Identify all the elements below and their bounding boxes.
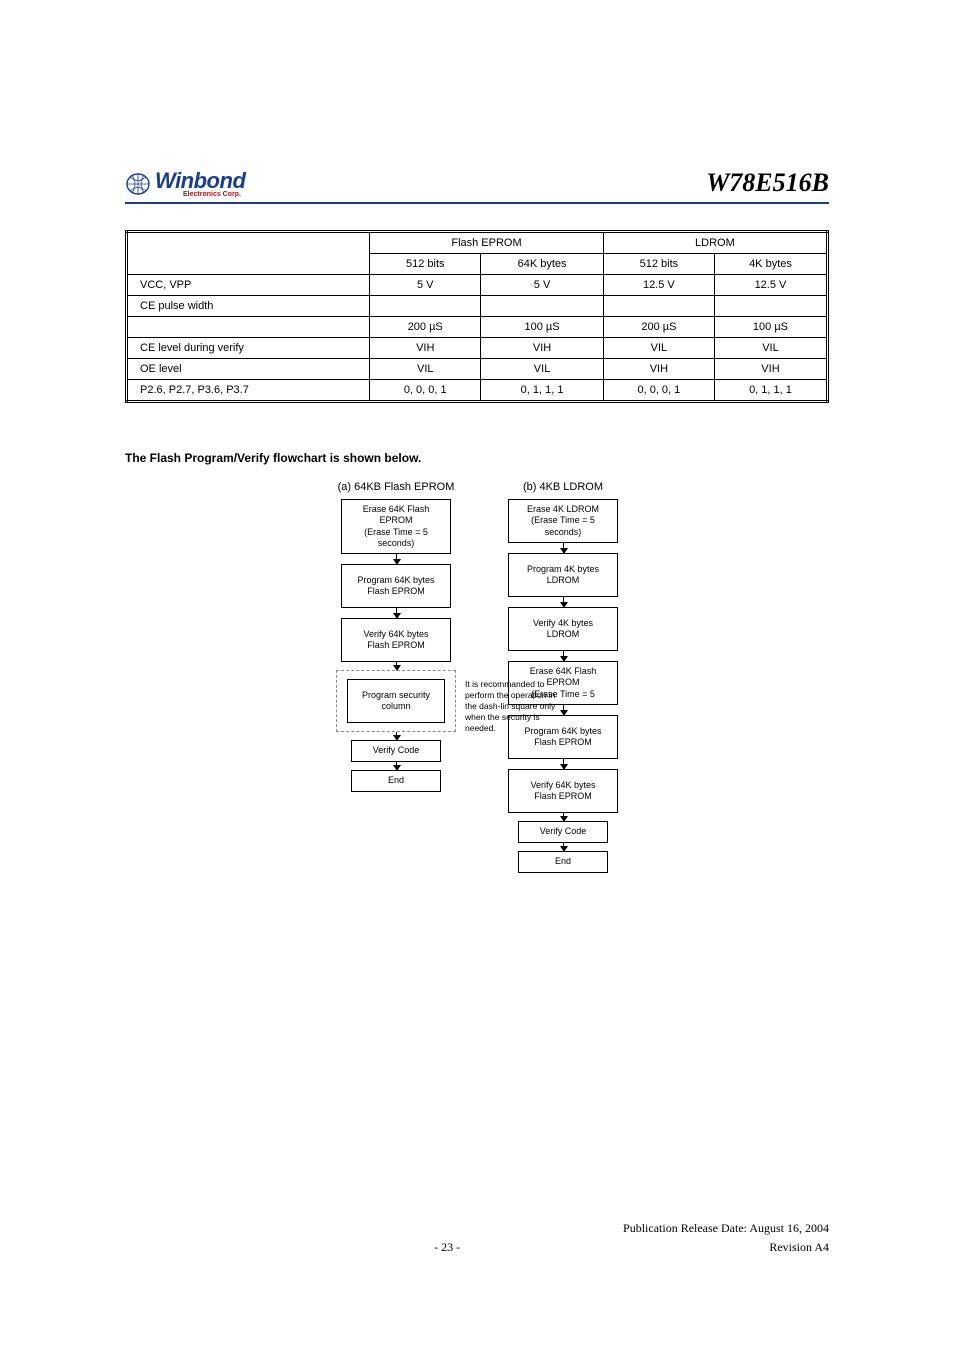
flowchart-node: End — [351, 770, 441, 792]
table-cell: CE level during verify — [127, 338, 370, 359]
table-cell: 200 µS — [603, 317, 714, 338]
arrow-down-icon — [396, 732, 397, 740]
arrow-down-icon — [396, 554, 397, 564]
arrow-down-icon — [563, 705, 564, 715]
table-cell: VCC, VPP — [127, 275, 370, 296]
page-header: Winbond Electronics Corp. W78E516B — [125, 168, 829, 204]
table-row: 200 µS 100 µS 200 µS 100 µS — [127, 317, 828, 338]
table-cell: VIH — [481, 338, 604, 359]
flowchart-note: It is recommanded toperform the operatio… — [465, 679, 575, 734]
logo: Winbond Electronics Corp. — [125, 170, 245, 198]
footer-date: Publication Release Date: August 16, 200… — [0, 1221, 954, 1236]
arrow-down-icon — [396, 608, 397, 618]
table-cell: P2.6, P2.7, P3.6, P3.7 — [127, 380, 370, 402]
table-cell: VIH — [714, 359, 827, 380]
table-cell: CE pulse width — [127, 296, 370, 317]
flowchart-node: Verify Code — [518, 821, 608, 843]
flowchart-a: (a) 64KB Flash EPROM Erase 64K Flash EPR… — [336, 481, 456, 792]
arrow-down-icon — [563, 597, 564, 607]
table-cell: VIL — [481, 359, 604, 380]
table-cell — [603, 296, 714, 317]
flowchart-node: Program 64K bytesFlash EPROM — [341, 564, 451, 608]
arrow-down-icon — [563, 813, 564, 821]
table-cell: 12.5 V — [603, 275, 714, 296]
table-cell: VIL — [714, 338, 827, 359]
flowchart-b-title: (b) 4KB LDROM — [523, 481, 603, 493]
table-cell: VIH — [370, 338, 481, 359]
table-cell — [370, 296, 481, 317]
table-cell — [127, 232, 370, 275]
footer-revision: Revision A4 — [769, 1240, 829, 1255]
table-row: OE level VIL VIL VIH VIH — [127, 359, 828, 380]
table-header: LDROM — [603, 232, 827, 254]
table-cell: VIL — [370, 359, 481, 380]
table-subheader: 512 bits — [603, 254, 714, 275]
table-cell: 0, 1, 1, 1 — [481, 380, 604, 402]
arrow-down-icon — [563, 543, 564, 553]
table-cell: 0, 0, 0, 1 — [370, 380, 481, 402]
table-subheader: 512 bits — [370, 254, 481, 275]
table-cell: 200 µS — [370, 317, 481, 338]
table-subheader: 4K bytes — [714, 254, 827, 275]
flowchart-node: Program securitycolumn — [347, 679, 445, 723]
table-row: CE level during verify VIH VIH VIL VIL — [127, 338, 828, 359]
arrow-down-icon — [396, 662, 397, 670]
flowchart-node: Verify 64K bytesFlash EPROM — [341, 618, 451, 662]
flowchart-node: Erase 4K LDROM(Erase Time = 5seconds) — [508, 499, 618, 543]
table-cell: VIL — [603, 338, 714, 359]
flowchart-node: Verify 4K bytesLDROM — [508, 607, 618, 651]
footer-page: - 23 - — [125, 1240, 769, 1255]
table-cell — [481, 296, 604, 317]
flowchart-node: Verify 64K bytesFlash EPROM — [508, 769, 618, 813]
table-cell — [714, 296, 827, 317]
table-row: P2.6, P2.7, P3.6, P3.7 0, 0, 0, 1 0, 1, … — [127, 380, 828, 402]
table-row: CE pulse width — [127, 296, 828, 317]
flowchart-dashed-group: Program securitycolumn It is recommanded… — [336, 670, 456, 732]
section-title: The Flash Program/Verify flowchart is sh… — [125, 451, 829, 465]
table-subheader: 64K bytes — [481, 254, 604, 275]
table-row: VCC, VPP 5 V 5 V 12.5 V 12.5 V — [127, 275, 828, 296]
table-cell: 12.5 V — [714, 275, 827, 296]
part-number: W78E516B — [245, 168, 829, 198]
arrow-down-icon — [396, 762, 397, 770]
flowcharts-container: (a) 64KB Flash EPROM Erase 64K Flash EPR… — [125, 481, 829, 873]
page-footer: Publication Release Date: August 16, 200… — [0, 1221, 954, 1255]
table-cell: 100 µS — [714, 317, 827, 338]
table-header: Flash EPROM — [370, 232, 604, 254]
table-cell — [127, 317, 370, 338]
flowchart-a-title: (a) 64KB Flash EPROM — [338, 481, 455, 493]
flowchart-node: Erase 64K Flash EPROM(Erase Time = 5seco… — [341, 499, 451, 554]
table-cell: OE level — [127, 359, 370, 380]
arrow-down-icon — [563, 651, 564, 661]
flowchart-node: Program 4K bytesLDROM — [508, 553, 618, 597]
flowchart-b: (b) 4KB LDROM Erase 4K LDROM(Erase Time … — [508, 481, 618, 873]
globe-icon — [125, 172, 151, 196]
flowchart-node: Verify Code — [351, 740, 441, 762]
flowchart-node: End — [518, 851, 608, 873]
logo-text: Winbond — [155, 170, 245, 192]
table-cell: 100 µS — [481, 317, 604, 338]
arrow-down-icon — [563, 759, 564, 769]
arrow-down-icon — [563, 843, 564, 851]
logo-subtext: Electronics Corp. — [183, 191, 245, 198]
spec-table: Flash EPROM LDROM 512 bits 64K bytes 512… — [125, 230, 829, 403]
table-cell: 5 V — [370, 275, 481, 296]
table-cell: 0, 1, 1, 1 — [714, 380, 827, 402]
table-cell: 5 V — [481, 275, 604, 296]
table-cell: 0, 0, 0, 1 — [603, 380, 714, 402]
table-cell: VIH — [603, 359, 714, 380]
